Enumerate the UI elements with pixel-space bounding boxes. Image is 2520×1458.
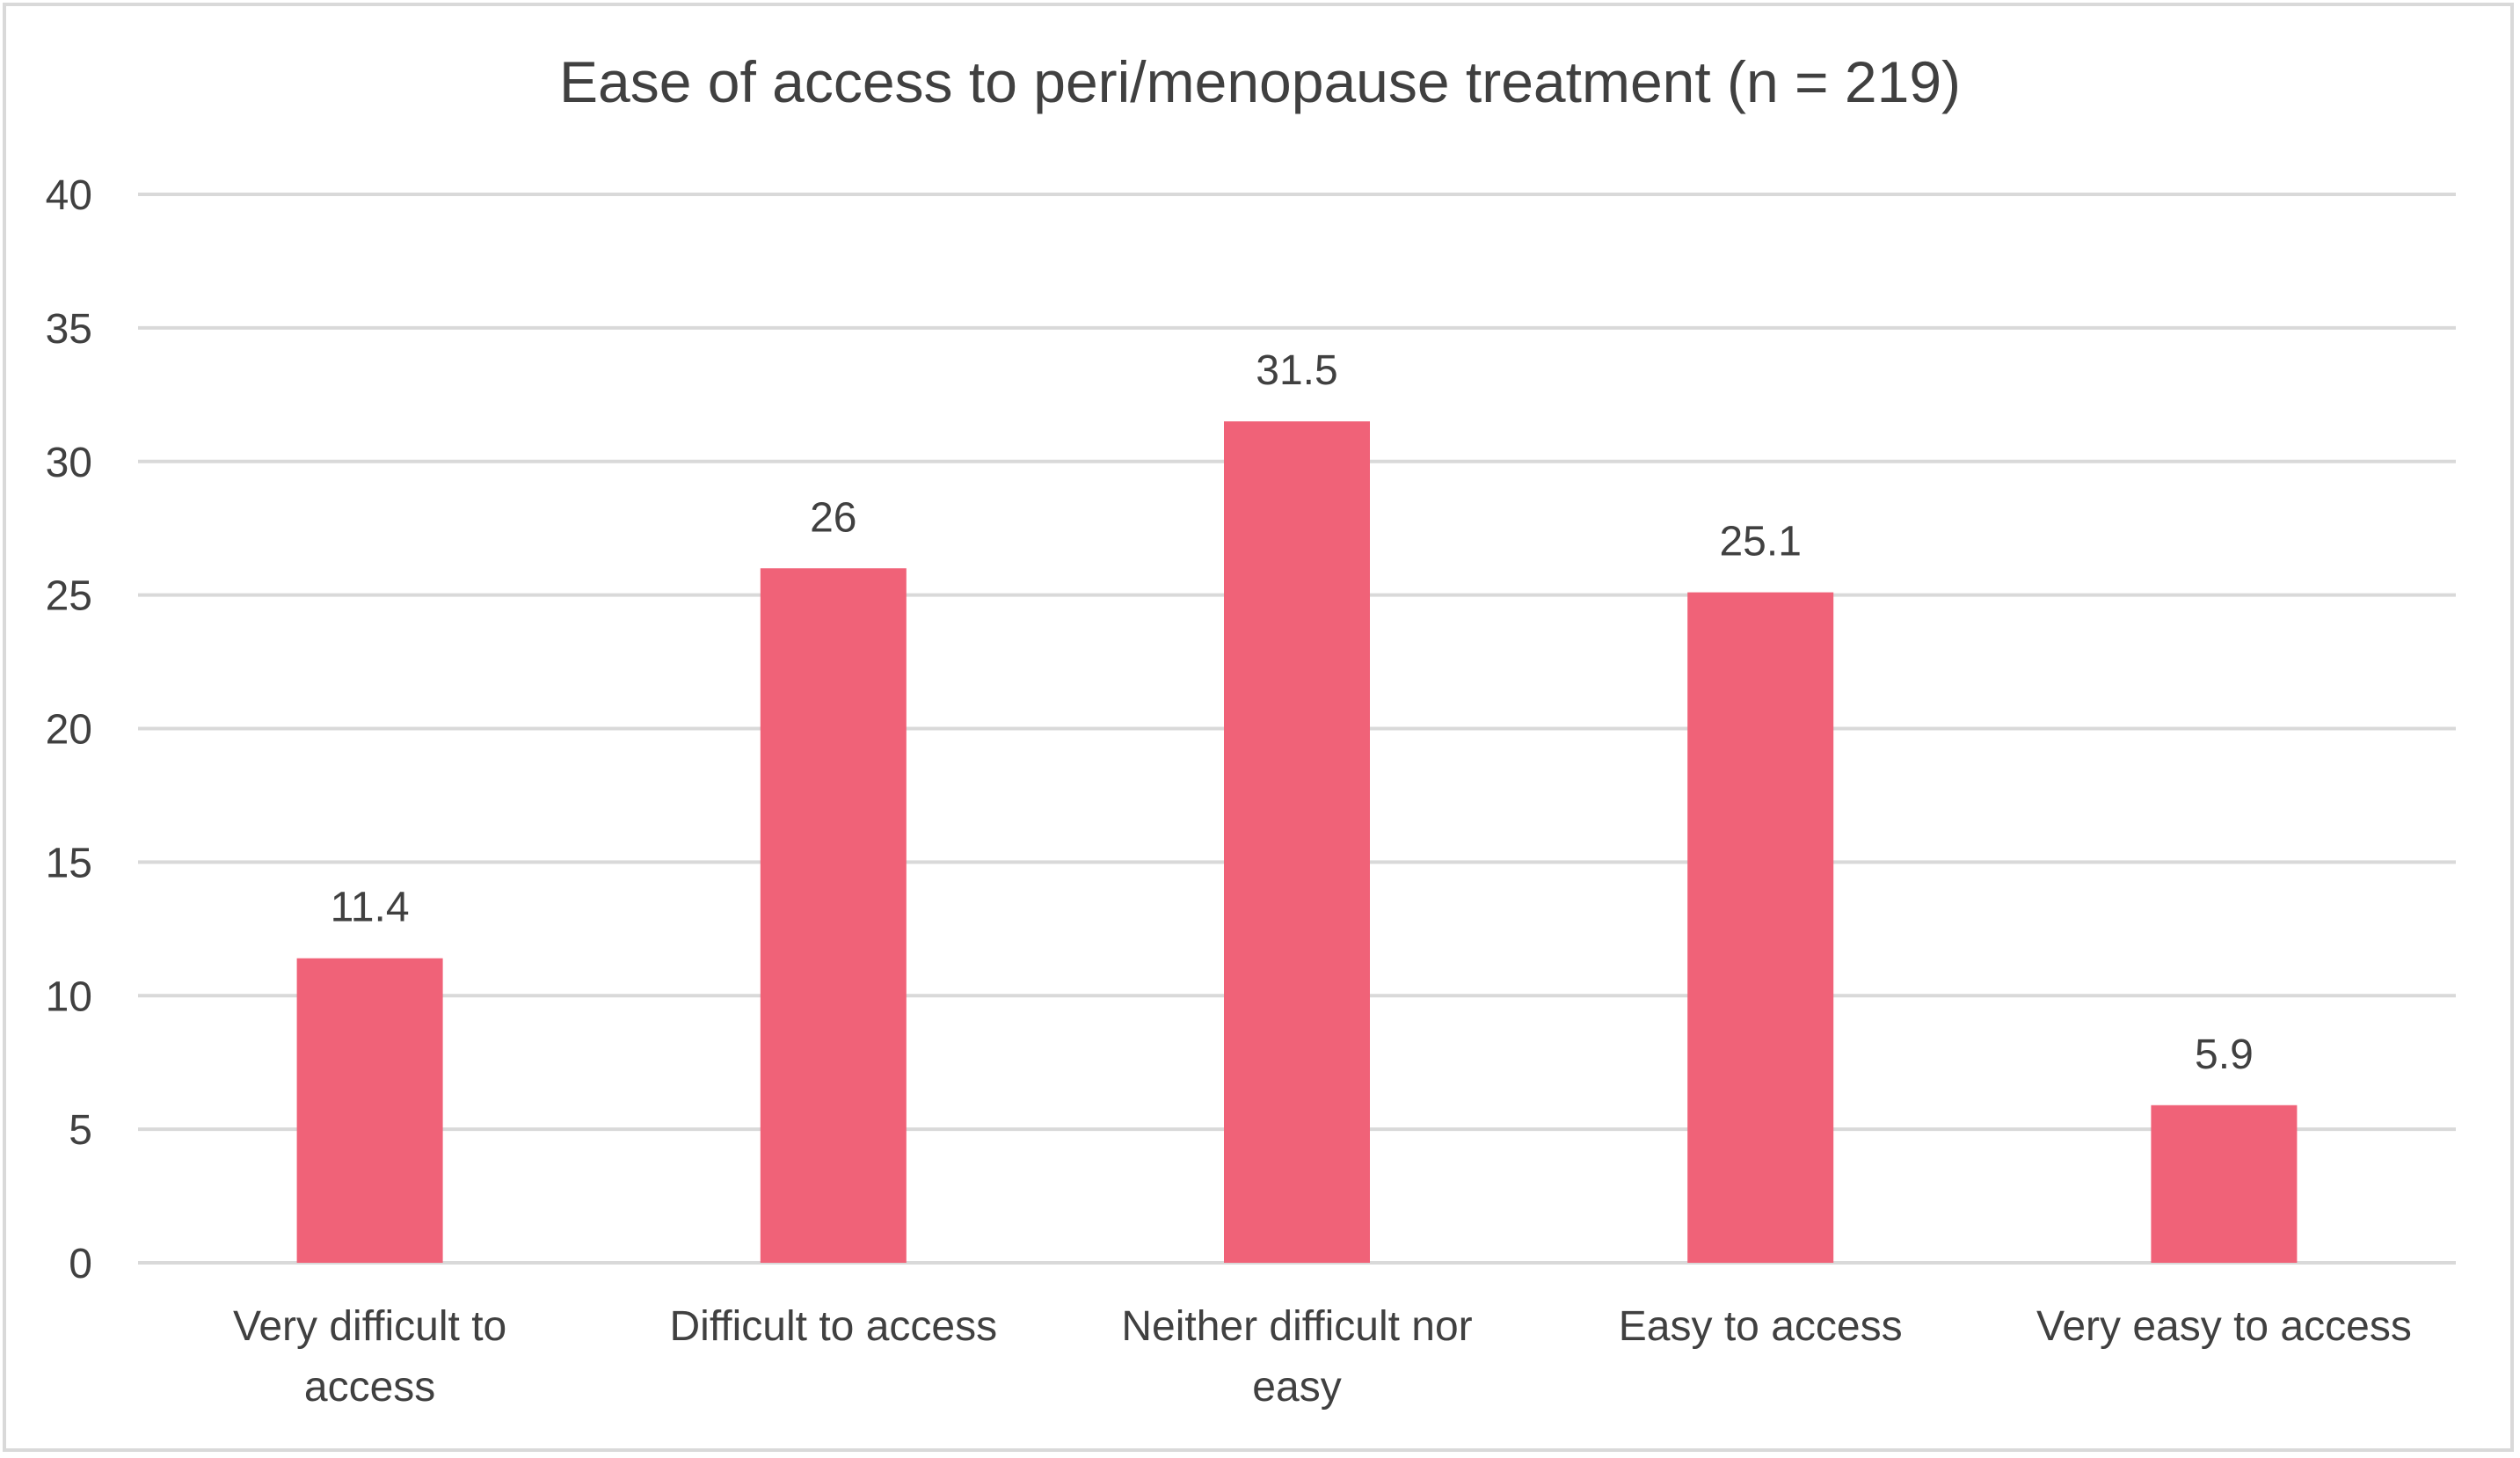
bar bbox=[760, 568, 907, 1263]
bar bbox=[1687, 592, 1834, 1263]
y-tick-label: 15 bbox=[46, 840, 92, 886]
data-label: 25.1 bbox=[1719, 519, 1801, 565]
bars bbox=[296, 421, 2298, 1263]
y-tick-label: 5 bbox=[69, 1107, 92, 1154]
data-label: 26 bbox=[810, 494, 856, 541]
x-tick-label: Difficult to access bbox=[670, 1303, 998, 1350]
bar bbox=[296, 958, 443, 1263]
x-tick-label: Very easy to access bbox=[2036, 1303, 2412, 1350]
y-tick-label: 0 bbox=[69, 1241, 92, 1287]
chart-title: Ease of access to peri/menopause treatme… bbox=[559, 49, 1961, 114]
data-label: 31.5 bbox=[1256, 347, 1337, 394]
x-tick-label: access bbox=[304, 1364, 435, 1411]
x-tick-label: easy bbox=[1252, 1364, 1341, 1411]
y-tick-label: 35 bbox=[46, 306, 92, 353]
data-label: 11.4 bbox=[331, 885, 410, 931]
y-tick-label: 30 bbox=[46, 440, 92, 486]
y-tick-label: 20 bbox=[46, 707, 92, 754]
y-tick-label: 25 bbox=[46, 573, 92, 620]
y-tick-label: 40 bbox=[46, 172, 92, 219]
x-axis-category-labels: Very difficult to access Difficult to acce… bbox=[233, 1303, 2412, 1411]
bar bbox=[2151, 1104, 2298, 1263]
y-tick-label: 10 bbox=[46, 973, 92, 1020]
x-tick-label: Easy to access bbox=[1619, 1303, 1903, 1350]
bar bbox=[1224, 421, 1370, 1263]
x-tick-label: Neither difficult nor bbox=[1121, 1303, 1472, 1350]
data-labels: 11.4 26 31.5 25.1 5.9 bbox=[331, 347, 2254, 1078]
x-tick-label: Very difficult to bbox=[233, 1303, 506, 1350]
data-label: 5.9 bbox=[2195, 1032, 2254, 1078]
y-axis-tick-labels: 0 5 10 15 20 25 30 35 40 bbox=[46, 172, 92, 1287]
